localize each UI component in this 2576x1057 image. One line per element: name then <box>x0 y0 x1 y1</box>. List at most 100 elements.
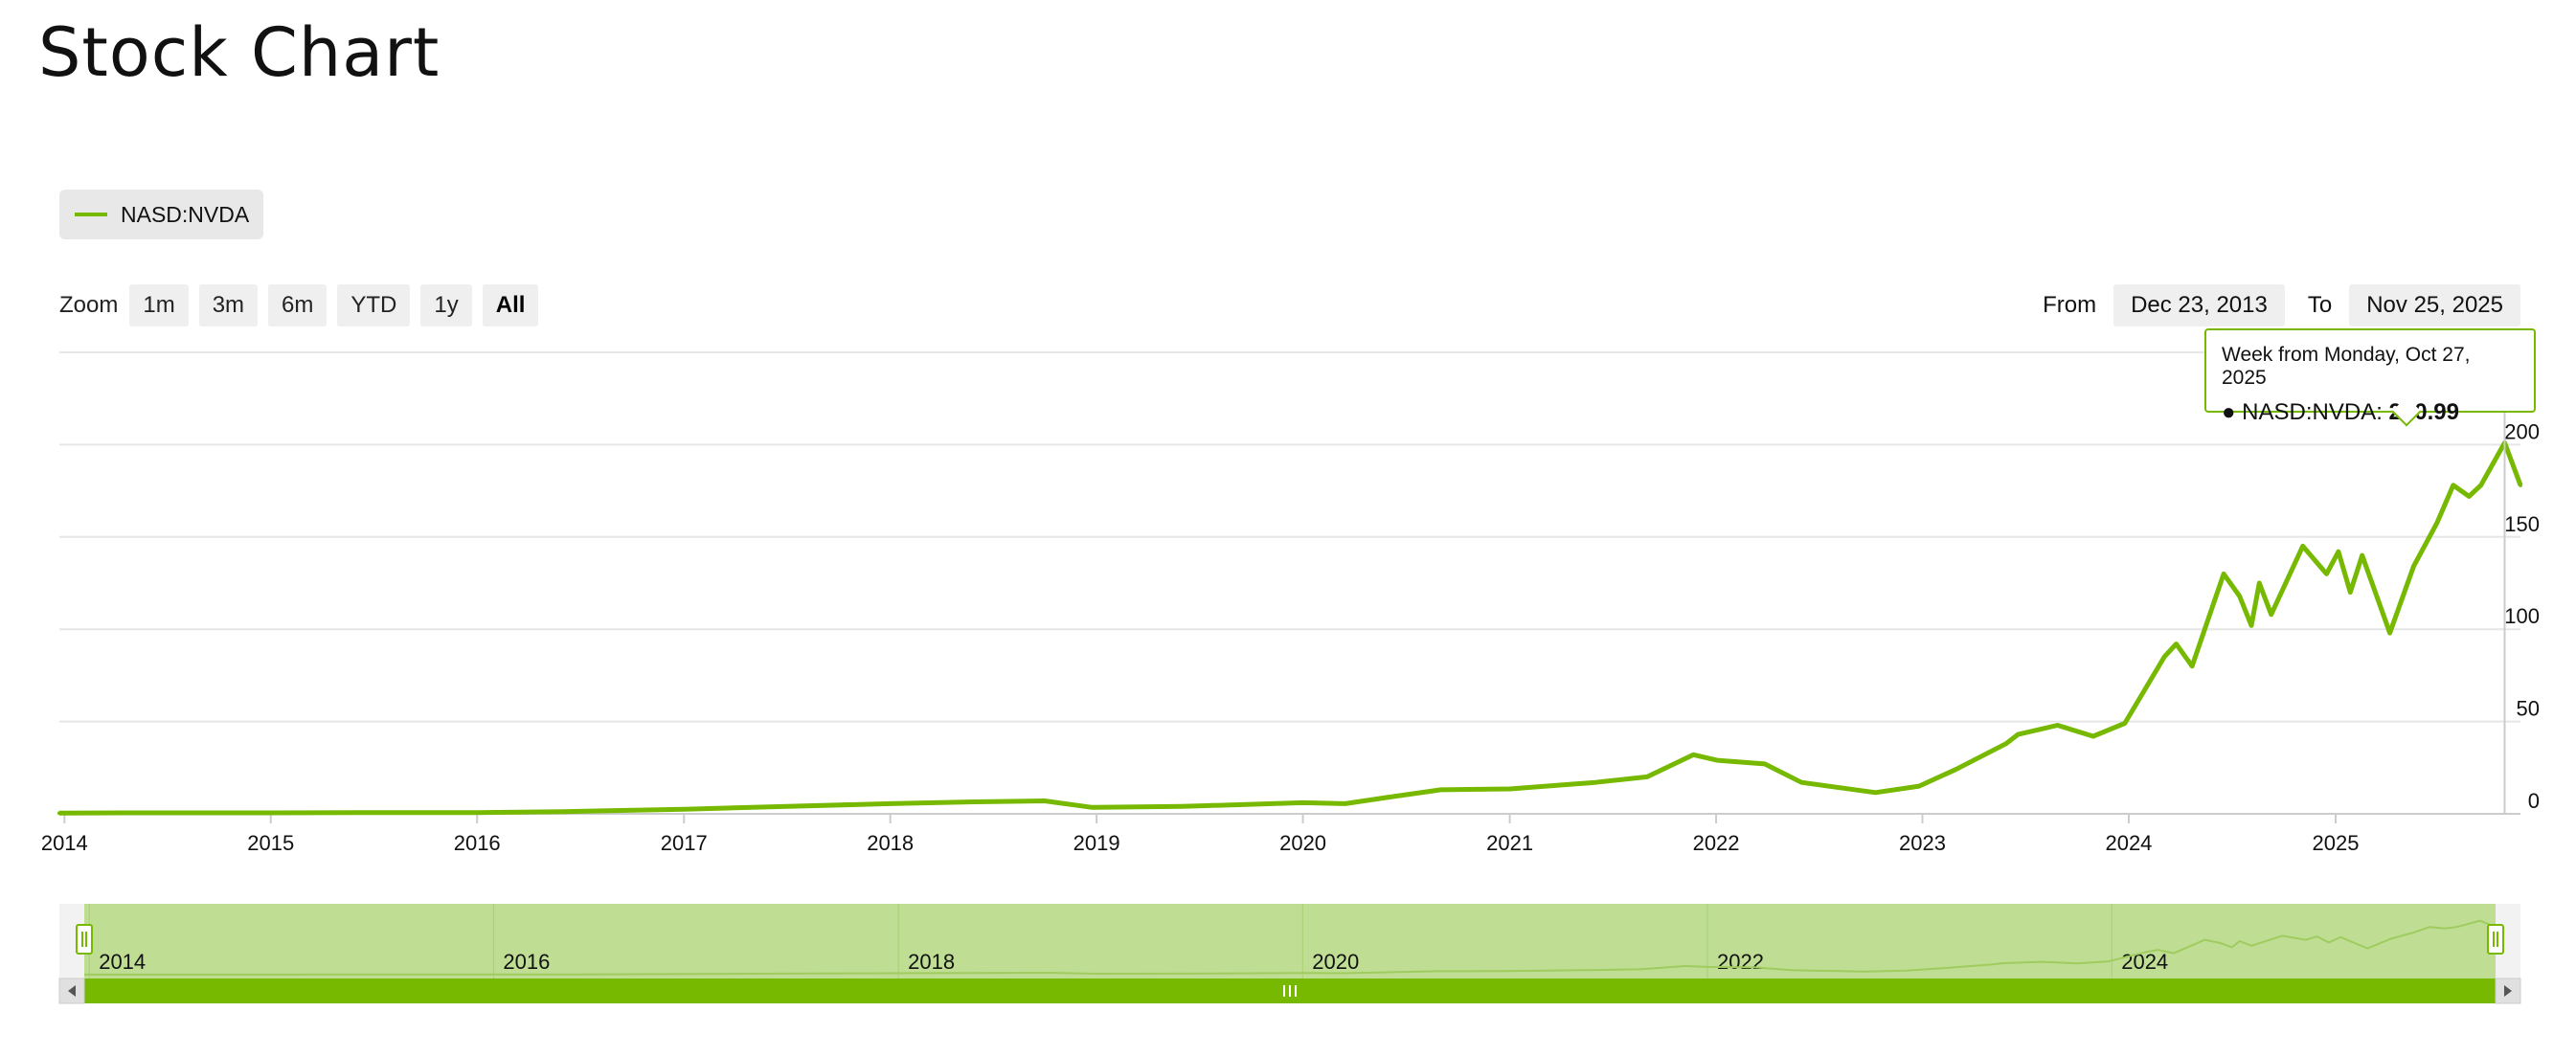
data-point <box>2451 483 2455 487</box>
data-point <box>147 811 152 816</box>
legend-item-nvda[interactable]: NASD:NVDA <box>59 190 263 239</box>
data-point <box>1300 800 1305 805</box>
data-point <box>2249 623 2254 628</box>
navigator-selection[interactable] <box>84 904 2496 978</box>
grid-lines <box>59 351 2520 815</box>
navigator-left-handle[interactable] <box>76 924 93 955</box>
x-tick-label: 2017 <box>661 831 708 855</box>
arrow-left-icon <box>68 985 76 997</box>
navigator-right-handle[interactable] <box>2487 924 2504 955</box>
navigator-label: 2014 <box>99 950 146 974</box>
x-tick-label: 2020 <box>1279 831 1326 855</box>
from-label: From <box>2043 292 2097 318</box>
zoom-all-button[interactable]: All <box>482 284 539 326</box>
data-point <box>1916 784 1921 789</box>
x-tick-label: 2019 <box>1073 831 1120 855</box>
zoom-ytd-button[interactable]: YTD <box>337 284 411 326</box>
data-point <box>2174 641 2179 646</box>
tooltip-series: NASD:NVDA <box>2242 399 2377 425</box>
data-point <box>2122 721 2127 726</box>
tooltip: Week from Monday, Oct 27, 2025 ● NASD:NV… <box>2204 328 2536 427</box>
data-point <box>353 810 358 815</box>
zoom-controls: Zoom 1m 3m 6m YTD 1y All <box>59 284 549 326</box>
tooltip-row: ● NASD:NVDA: 200.99 <box>2222 399 2459 425</box>
handle-body[interactable] <box>2487 924 2504 955</box>
navigator-label: 2024 <box>2121 950 2168 974</box>
date-range: From Dec 23, 2013 To Nov 25, 2025 <box>2043 284 2520 326</box>
data-point <box>682 807 687 812</box>
data-point <box>2324 572 2329 576</box>
data-point <box>2237 594 2242 598</box>
from-date-input[interactable]: Dec 23, 2013 <box>2113 284 2285 326</box>
x-tick-label: 2014 <box>41 831 88 855</box>
data-point <box>2090 734 2095 739</box>
data-point <box>2300 544 2305 549</box>
legend-label: NASD:NVDA <box>121 201 250 227</box>
y-tick-label: 200 <box>2504 419 2540 443</box>
data-point <box>475 810 480 815</box>
to-label: To <box>2307 292 2333 318</box>
x-axis: 2014 2015 2016 2017 2018 2019 2020 2021 2022 2023… <box>41 814 2360 855</box>
data-point <box>2162 655 2167 660</box>
tooltip-header: Week from Monday, Oct 27, 2025 <box>2222 344 2471 389</box>
y-tick-label: 0 <box>2528 789 2540 813</box>
series-line-nvda[interactable] <box>58 440 2523 816</box>
data-point <box>1593 780 1597 785</box>
x-tick-label: 2018 <box>867 831 914 855</box>
y-tick-label: 100 <box>2504 604 2540 628</box>
data-point <box>1438 787 1443 792</box>
data-point <box>560 809 565 814</box>
zoom-6m-button[interactable]: 6m <box>268 284 328 326</box>
data-point <box>2269 612 2273 617</box>
x-tick-label: 2021 <box>1486 831 1533 855</box>
page-title: Stock Chart <box>38 13 441 92</box>
data-point <box>1954 767 1958 772</box>
x-tick-label: 2023 <box>1899 831 1946 855</box>
y-tick-label: 50 <box>2517 697 2540 721</box>
series-layer <box>57 352 2523 816</box>
navigator-series-line <box>84 919 2497 976</box>
data-point <box>1799 780 1804 785</box>
navigator-label: 2022 <box>1717 950 1764 974</box>
data-point <box>1645 775 1650 779</box>
zoom-3m-button[interactable]: 3m <box>198 284 259 326</box>
data-point <box>767 804 772 809</box>
data-point <box>1762 761 1767 766</box>
data-point <box>1180 804 1185 809</box>
data-point <box>1507 786 1512 791</box>
data-point <box>2190 663 2195 668</box>
data-point <box>2016 732 2021 737</box>
y-axis: 0 50 100 150 200 <box>2504 419 2540 813</box>
data-point <box>1715 758 1720 763</box>
navigator-label: 2016 <box>503 950 550 974</box>
zoom-1y-button[interactable]: 1y <box>420 284 472 326</box>
data-point <box>2435 520 2440 525</box>
data-point <box>2467 494 2472 499</box>
handle-body[interactable] <box>76 924 93 955</box>
x-tick-label: 2016 <box>454 831 501 855</box>
data-point <box>2348 590 2353 595</box>
data-point <box>2336 550 2340 554</box>
data-point <box>1343 801 1347 806</box>
x-tick-label: 2015 <box>247 831 294 855</box>
data-point <box>2257 581 2262 585</box>
x-tick-label: 2022 <box>1693 831 1740 855</box>
data-point <box>1873 790 1878 795</box>
data-point <box>1691 753 1696 757</box>
data-point <box>268 811 273 816</box>
data-point <box>2411 564 2416 569</box>
navigator-label: 2020 <box>1312 950 1359 974</box>
x-tick-label: 2025 <box>2313 831 2360 855</box>
data-point <box>2003 741 2008 746</box>
data-point <box>2360 553 2364 558</box>
data-point <box>1387 795 1391 799</box>
zoom-label: Zoom <box>59 292 119 318</box>
zoom-1m-button[interactable]: 1m <box>129 284 189 326</box>
navigator[interactable]: 2014 2016 2018 2020 2022 2024 <box>58 904 2521 1004</box>
data-point <box>2478 483 2483 487</box>
navigator-label: 2018 <box>908 950 955 974</box>
data-point <box>888 801 893 806</box>
arrow-right-icon <box>2504 985 2512 997</box>
to-date-input[interactable]: Nov 25, 2025 <box>2349 284 2520 326</box>
